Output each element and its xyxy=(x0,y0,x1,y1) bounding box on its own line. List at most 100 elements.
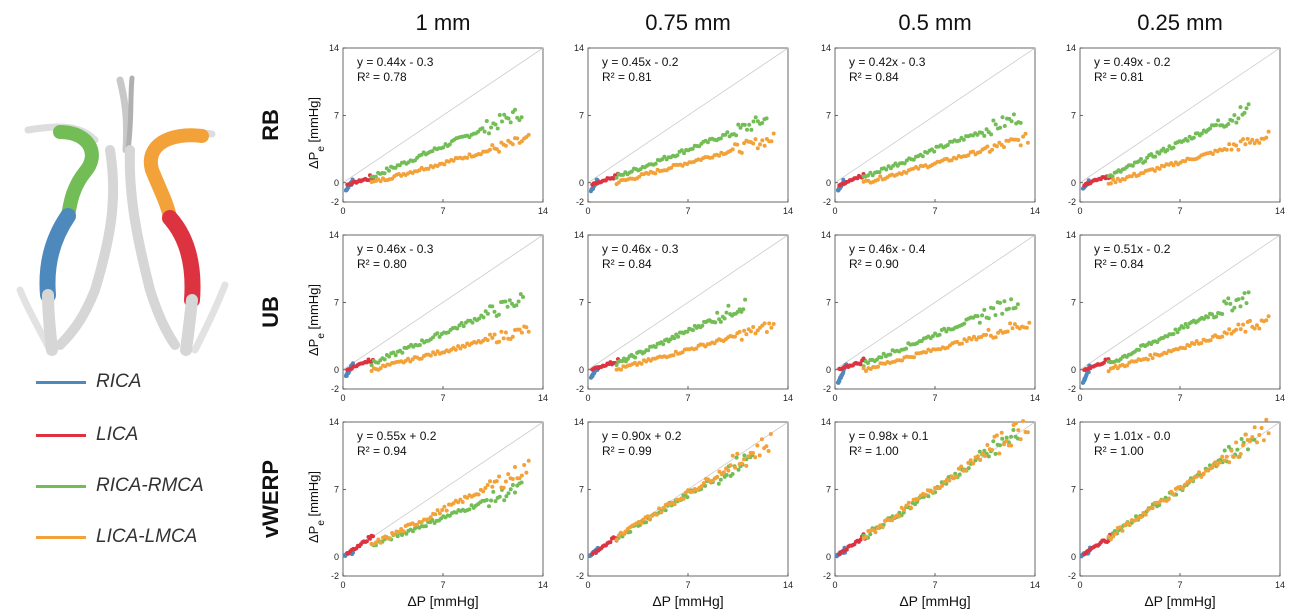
data-point xyxy=(755,119,760,124)
data-point xyxy=(1192,342,1197,346)
data-point xyxy=(920,154,925,159)
y-tick-label: 7 xyxy=(1071,484,1076,494)
data-point xyxy=(1257,140,1262,145)
data-point xyxy=(371,534,375,539)
data-point xyxy=(873,530,878,535)
data-point xyxy=(614,537,619,542)
data-point xyxy=(1236,297,1241,302)
data-point xyxy=(1118,525,1123,530)
data-point xyxy=(1208,338,1213,343)
data-point xyxy=(453,347,458,352)
x-tick-label: 14 xyxy=(1275,206,1285,216)
data-point xyxy=(433,352,438,357)
data-point xyxy=(730,147,735,152)
data-point xyxy=(404,531,409,536)
x-tick-label: 7 xyxy=(440,580,445,590)
data-point xyxy=(397,163,402,168)
x-axis-label: ΔP [mmHg] xyxy=(407,593,478,609)
data-point xyxy=(510,142,515,147)
x-tick-label: 0 xyxy=(340,393,345,403)
x-tick-label: 0 xyxy=(1077,206,1082,216)
data-point xyxy=(932,149,937,154)
x-tick-label: 7 xyxy=(932,580,937,590)
data-point xyxy=(751,451,755,455)
data-point xyxy=(1152,168,1157,173)
data-point xyxy=(653,161,658,166)
data-point xyxy=(993,122,998,127)
y-tick-label: 0 xyxy=(1071,552,1076,562)
row-title: RB xyxy=(258,109,283,141)
y-tick-label: 14 xyxy=(574,417,584,427)
data-point xyxy=(374,540,379,545)
data-point xyxy=(1157,151,1162,156)
data-point xyxy=(755,328,760,333)
x-tick-label: 7 xyxy=(932,206,937,216)
data-point xyxy=(1241,443,1246,448)
data-point xyxy=(488,479,492,484)
data-point xyxy=(1241,322,1246,327)
data-point xyxy=(1236,147,1241,152)
data-point xyxy=(515,136,520,141)
data-point xyxy=(715,474,720,479)
data-point xyxy=(1002,145,1006,150)
data-point xyxy=(1016,428,1021,433)
y-tick-label: 0 xyxy=(334,365,339,375)
vessel-red-lica xyxy=(162,210,201,308)
y-axis-label-text: ΔPe [mmHg] xyxy=(306,97,327,169)
data-point xyxy=(1220,312,1225,316)
data-point xyxy=(431,335,435,340)
data-point xyxy=(1199,341,1204,346)
data-point xyxy=(741,307,746,312)
data-point xyxy=(954,474,959,479)
data-point xyxy=(392,532,397,537)
data-point xyxy=(1245,136,1250,141)
data-point xyxy=(487,504,491,509)
x-tick-label: 0 xyxy=(585,580,590,590)
data-point xyxy=(637,174,642,179)
data-point xyxy=(1248,140,1252,145)
data-point xyxy=(961,137,966,142)
y-tick-label: -2 xyxy=(576,571,584,581)
x-tick-label: 7 xyxy=(440,206,445,216)
data-point xyxy=(991,118,996,123)
x-tick-label: 0 xyxy=(832,580,837,590)
data-point xyxy=(1230,308,1235,313)
data-point xyxy=(1259,426,1264,430)
x-tick-label: 0 xyxy=(585,206,590,216)
data-point xyxy=(382,171,387,176)
data-point xyxy=(465,155,470,160)
data-point xyxy=(519,330,524,335)
data-point xyxy=(654,512,659,517)
data-point xyxy=(1130,163,1135,168)
data-point xyxy=(1235,447,1240,452)
data-point xyxy=(751,141,756,146)
data-point xyxy=(1232,113,1237,118)
data-point xyxy=(864,369,868,373)
data-point xyxy=(521,295,525,299)
x-tick-label: 7 xyxy=(685,580,690,590)
data-point xyxy=(762,143,767,148)
data-point xyxy=(500,119,504,124)
identity-line xyxy=(587,47,789,184)
data-point xyxy=(447,513,452,518)
r-squared: R² = 1.00 xyxy=(1094,444,1144,458)
x-tick-label: 0 xyxy=(1077,580,1082,590)
data-point xyxy=(1238,452,1243,456)
data-point xyxy=(730,472,735,476)
data-point xyxy=(393,353,398,358)
data-point xyxy=(1183,346,1188,351)
data-point xyxy=(507,298,512,303)
data-point xyxy=(482,129,487,134)
data-point xyxy=(999,430,1004,435)
data-point xyxy=(738,125,743,130)
regression-equation: y = 0.46x - 0.4 xyxy=(849,242,926,256)
x-tick-label: 7 xyxy=(685,393,690,403)
data-point xyxy=(1009,443,1014,448)
row-title: UB xyxy=(258,296,283,328)
data-point xyxy=(699,484,704,489)
series-lica xyxy=(345,533,375,556)
data-point xyxy=(1166,496,1171,501)
y-tick-label: 7 xyxy=(579,110,584,120)
